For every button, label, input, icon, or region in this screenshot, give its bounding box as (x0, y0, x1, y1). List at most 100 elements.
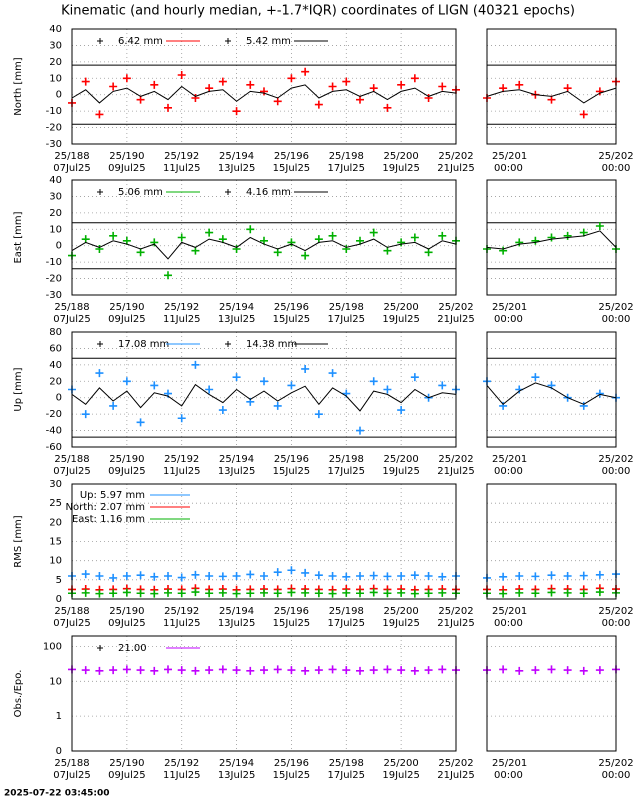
point (205, 572, 214, 580)
point (260, 588, 268, 597)
y-tick-label: 40 (49, 175, 62, 186)
point (531, 589, 540, 598)
point (122, 377, 131, 386)
y-tick-label: 20 (49, 57, 62, 68)
point (150, 238, 159, 247)
point (314, 410, 323, 419)
x-tick-label: 25/202 (598, 454, 633, 465)
legend-marker (97, 645, 103, 651)
point (438, 231, 447, 240)
point (563, 666, 572, 675)
point (579, 401, 588, 410)
y-tick-label: 0 (56, 594, 62, 605)
point (314, 589, 323, 598)
y-tick-label: -20 (46, 123, 62, 134)
legend-marker (97, 189, 103, 195)
point (410, 233, 419, 242)
x-tick-label: 25/194 (219, 151, 254, 162)
point (410, 666, 419, 675)
point (314, 571, 323, 580)
x-tick-date: 07Jul25 (53, 466, 91, 477)
x-tick-date: 17Jul25 (328, 163, 366, 174)
x-tick-label: 25/192 (164, 302, 199, 313)
x-tick-label: 25/188 (54, 151, 89, 162)
point (122, 572, 131, 580)
point (531, 666, 540, 675)
point (260, 377, 268, 386)
point (273, 589, 282, 598)
point (136, 666, 145, 675)
x-tick-label: 25/202 (438, 151, 473, 162)
x-tick-date: 11Jul25 (163, 770, 201, 781)
y-tick-label: 10 (49, 224, 62, 235)
x-tick-label: 25/194 (219, 758, 254, 769)
x-tick-label: 25/188 (54, 606, 89, 617)
point (410, 571, 419, 580)
x-tick-label: 25/192 (164, 151, 199, 162)
y-tick-label: -30 (46, 290, 62, 301)
x-tick-date: 00:00 (602, 770, 631, 781)
x-tick-label: 25/198 (329, 151, 364, 162)
point (150, 572, 159, 581)
y-tick-label: 30 (49, 479, 62, 490)
y-tick-label: -20 (46, 274, 62, 285)
point (246, 225, 255, 234)
point (531, 572, 540, 581)
x-tick-date: 07Jul25 (53, 618, 91, 629)
chart-title: Kinematic (and hourly median, +-1.7*IQR)… (61, 4, 575, 19)
x-tick-date: 19Jul25 (382, 314, 420, 325)
x-tick-date: 17Jul25 (328, 770, 366, 781)
point (356, 572, 364, 580)
median-line (486, 382, 617, 405)
legend-marker (97, 341, 103, 347)
legend-label: North: 2.07 mm (66, 502, 145, 513)
median-line (486, 87, 617, 104)
x-tick-label: 25/198 (329, 606, 364, 617)
x-tick-label: 25/202 (438, 606, 473, 617)
point (369, 228, 378, 237)
point (95, 110, 104, 119)
point (122, 588, 131, 597)
x-tick-date: 11Jul25 (163, 314, 201, 325)
plot-frame (486, 635, 617, 752)
point (177, 233, 186, 242)
point (515, 238, 524, 247)
x-tick-date: 17Jul25 (328, 618, 366, 629)
point (136, 418, 145, 427)
x-tick-date: 07Jul25 (53, 314, 91, 325)
point (369, 571, 378, 580)
point (191, 588, 200, 597)
y-tick-label: 10 (49, 556, 62, 567)
y-tick-label: 100 (43, 641, 62, 652)
point (287, 238, 296, 247)
x-tick-date: 00:00 (494, 618, 523, 629)
point (218, 77, 227, 86)
x-tick-date: 19Jul25 (382, 618, 420, 629)
x-tick-label: 25/196 (274, 302, 309, 313)
point (191, 360, 200, 369)
x-tick-date: 00:00 (602, 466, 631, 477)
point (260, 236, 268, 245)
legend-label: 5.06 mm (118, 187, 163, 198)
point (218, 235, 227, 244)
x-tick-label: 25/202 (438, 302, 473, 313)
point (150, 80, 159, 89)
point (301, 251, 310, 260)
point (383, 103, 392, 112)
x-tick-date: 21Jul25 (437, 163, 475, 174)
x-tick-label: 25/194 (219, 454, 254, 465)
point (369, 588, 378, 597)
median-line (486, 230, 617, 250)
x-tick-label: 25/196 (274, 454, 309, 465)
point (164, 665, 172, 674)
point (383, 665, 392, 674)
legend-marker (225, 189, 231, 195)
point (136, 248, 145, 257)
point (95, 589, 104, 598)
x-tick-label: 25/198 (329, 302, 364, 313)
point (328, 369, 337, 378)
point (150, 381, 159, 390)
point (95, 572, 104, 580)
point (499, 572, 508, 581)
point (191, 570, 200, 579)
